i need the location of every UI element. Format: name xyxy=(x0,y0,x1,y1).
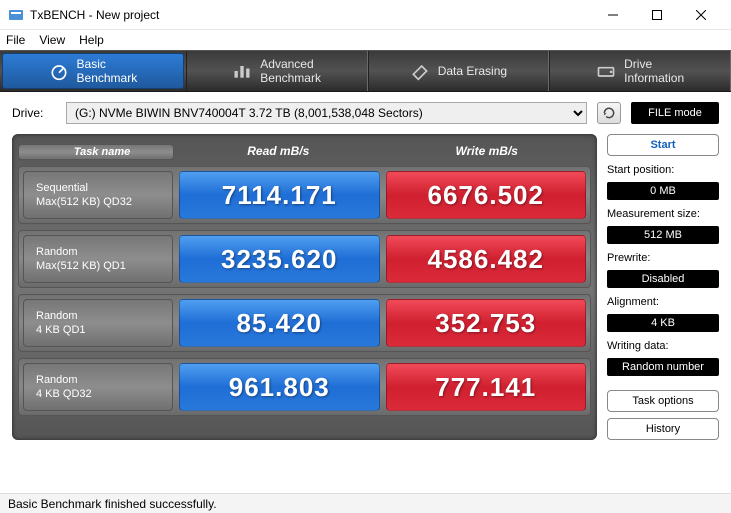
maximize-button[interactable] xyxy=(635,0,679,30)
read-value: 961.803 xyxy=(179,363,380,411)
task-cell: RandomMax(512 KB) QD1 xyxy=(23,235,173,283)
file-mode-button[interactable]: FILE mode xyxy=(631,102,719,124)
tab-drive-information[interactable]: Drive Information xyxy=(549,51,731,91)
status-bar: Basic Benchmark finished successfully. xyxy=(0,493,731,513)
start-button[interactable]: Start xyxy=(607,134,719,156)
menu-view[interactable]: View xyxy=(39,33,65,47)
writing-data-value[interactable]: Random number xyxy=(607,358,719,376)
bars-icon xyxy=(232,61,252,81)
gauge-icon xyxy=(49,61,69,81)
write-value: 777.141 xyxy=(386,363,587,411)
writing-data-label: Writing data: xyxy=(607,340,719,352)
benchmark-row: Random4 KB QD32961.803777.141 xyxy=(18,358,591,416)
write-value: 6676.502 xyxy=(386,171,587,219)
tab-label: Data Erasing xyxy=(438,64,507,78)
read-value: 3235.620 xyxy=(179,235,380,283)
erase-icon xyxy=(410,61,430,81)
header-read: Read mB/s xyxy=(174,144,383,160)
tab-label: Advanced Benchmark xyxy=(260,57,321,86)
tab-label: Basic Benchmark xyxy=(77,57,138,86)
header-write: Write mB/s xyxy=(383,144,592,160)
read-value: 85.420 xyxy=(179,299,380,347)
benchmark-panel: Task name Read mB/s Write mB/s Sequentia… xyxy=(12,134,597,440)
history-button[interactable]: History xyxy=(607,418,719,440)
alignment-value[interactable]: 4 KB xyxy=(607,314,719,332)
drive-label: Drive: xyxy=(12,106,56,120)
benchmark-row: SequentialMax(512 KB) QD327114.1716676.5… xyxy=(18,166,591,224)
minimize-button[interactable] xyxy=(591,0,635,30)
alignment-label: Alignment: xyxy=(607,296,719,308)
task-cell: SequentialMax(512 KB) QD32 xyxy=(23,171,173,219)
window-title: TxBENCH - New project xyxy=(30,8,591,22)
prewrite-label: Prewrite: xyxy=(607,252,719,264)
benchmark-row: RandomMax(512 KB) QD13235.6204586.482 xyxy=(18,230,591,288)
refresh-button[interactable] xyxy=(597,102,621,124)
tab-label: Drive Information xyxy=(624,57,684,86)
drive-icon xyxy=(596,61,616,81)
close-button[interactable] xyxy=(679,0,723,30)
drive-select[interactable]: (G:) NVMe BIWIN BNV740004T 3.72 TB (8,00… xyxy=(66,102,587,124)
tab-advanced-benchmark[interactable]: Advanced Benchmark xyxy=(186,51,368,91)
task-cell: Random4 KB QD32 xyxy=(23,363,173,411)
task-options-button[interactable]: Task options xyxy=(607,390,719,412)
write-value: 4586.482 xyxy=(386,235,587,283)
menu-file[interactable]: File xyxy=(6,33,25,47)
measurement-size-value[interactable]: 512 MB xyxy=(607,226,719,244)
write-value: 352.753 xyxy=(386,299,587,347)
measurement-size-label: Measurement size: xyxy=(607,208,719,220)
menu-help[interactable]: Help xyxy=(79,33,104,47)
tab-data-erasing[interactable]: Data Erasing xyxy=(368,51,550,91)
start-position-value[interactable]: 0 MB xyxy=(607,182,719,200)
header-taskname: Task name xyxy=(18,144,174,160)
benchmark-row: Random4 KB QD185.420352.753 xyxy=(18,294,591,352)
tab-basic-benchmark[interactable]: Basic Benchmark xyxy=(2,53,184,89)
start-position-label: Start position: xyxy=(607,164,719,176)
task-cell: Random4 KB QD1 xyxy=(23,299,173,347)
read-value: 7114.171 xyxy=(179,171,380,219)
prewrite-value[interactable]: Disabled xyxy=(607,270,719,288)
refresh-icon xyxy=(602,106,616,120)
app-icon xyxy=(8,7,24,23)
